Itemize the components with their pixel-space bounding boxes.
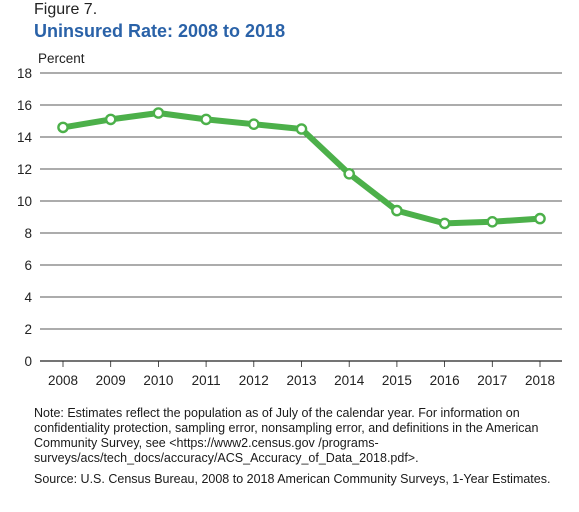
x-tick-label-2015: 2015: [382, 373, 412, 388]
y-tick-labels: 0 2 4 6 8 10 12 14 16 18: [17, 66, 33, 369]
data-point-2013: [295, 123, 308, 135]
data-point-2017: [486, 215, 499, 228]
data-points: [57, 107, 546, 230]
y-tick-label-18: 18: [17, 66, 32, 81]
gridlines: [40, 72, 562, 367]
y-tick-label-6: 6: [24, 258, 32, 273]
x-tick-label-2018: 2018: [525, 373, 555, 388]
x-tick-label-2014: 2014: [334, 373, 365, 388]
y-tick-label-4: 4: [24, 290, 32, 305]
data-point-2012: [247, 118, 260, 130]
x-tick-label-2013: 2013: [286, 373, 316, 388]
chart-source: Source: U.S. Census Bureau, 2008 to 2018…: [34, 472, 551, 486]
x-tick-label-2009: 2009: [96, 373, 126, 388]
y-tick-label-12: 12: [17, 162, 32, 177]
data-point-2015: [391, 204, 403, 217]
data-point-2011: [200, 113, 212, 126]
y-tick-label-2: 2: [24, 322, 32, 337]
data-point-2009: [104, 113, 117, 126]
chart-note: Note: Estimates reflect the population a…: [34, 406, 539, 465]
data-point-2018: [534, 212, 546, 225]
data-point-2016: [438, 217, 451, 230]
x-tick-label-2008: 2008: [48, 373, 78, 388]
y-tick-label-16: 16: [17, 98, 32, 113]
y-tick-label-10: 10: [17, 194, 32, 209]
x-tick-labels: 2008 2009 2010 2011 2012 2013 2014 2015 2016 2017…: [48, 373, 555, 388]
x-tick-label-2016: 2016: [430, 373, 460, 388]
x-tick-label-2011: 2011: [192, 373, 221, 388]
y-tick-label-14: 14: [17, 130, 33, 145]
data-point-2010: [152, 107, 165, 119]
data-point-2014: [343, 167, 356, 180]
data-point-2008: [57, 121, 69, 134]
x-tick-label-2017: 2017: [477, 373, 507, 388]
figure-label: Figure 7.: [34, 1, 98, 18]
chart-title: Uninsured Rate: 2008 to 2018: [34, 21, 286, 41]
y-tick-label-0: 0: [24, 354, 32, 369]
y-tick-label-8: 8: [24, 226, 32, 241]
y-axis-label: Percent: [38, 51, 85, 66]
line-chart: 0 2 4 6 8 10 12 14 16 18 2008 2009 2010 2011 2012 2013…: [17, 51, 562, 388]
x-tick-label-2012: 2012: [239, 373, 269, 388]
x-tick-label-2010: 2010: [143, 373, 173, 388]
